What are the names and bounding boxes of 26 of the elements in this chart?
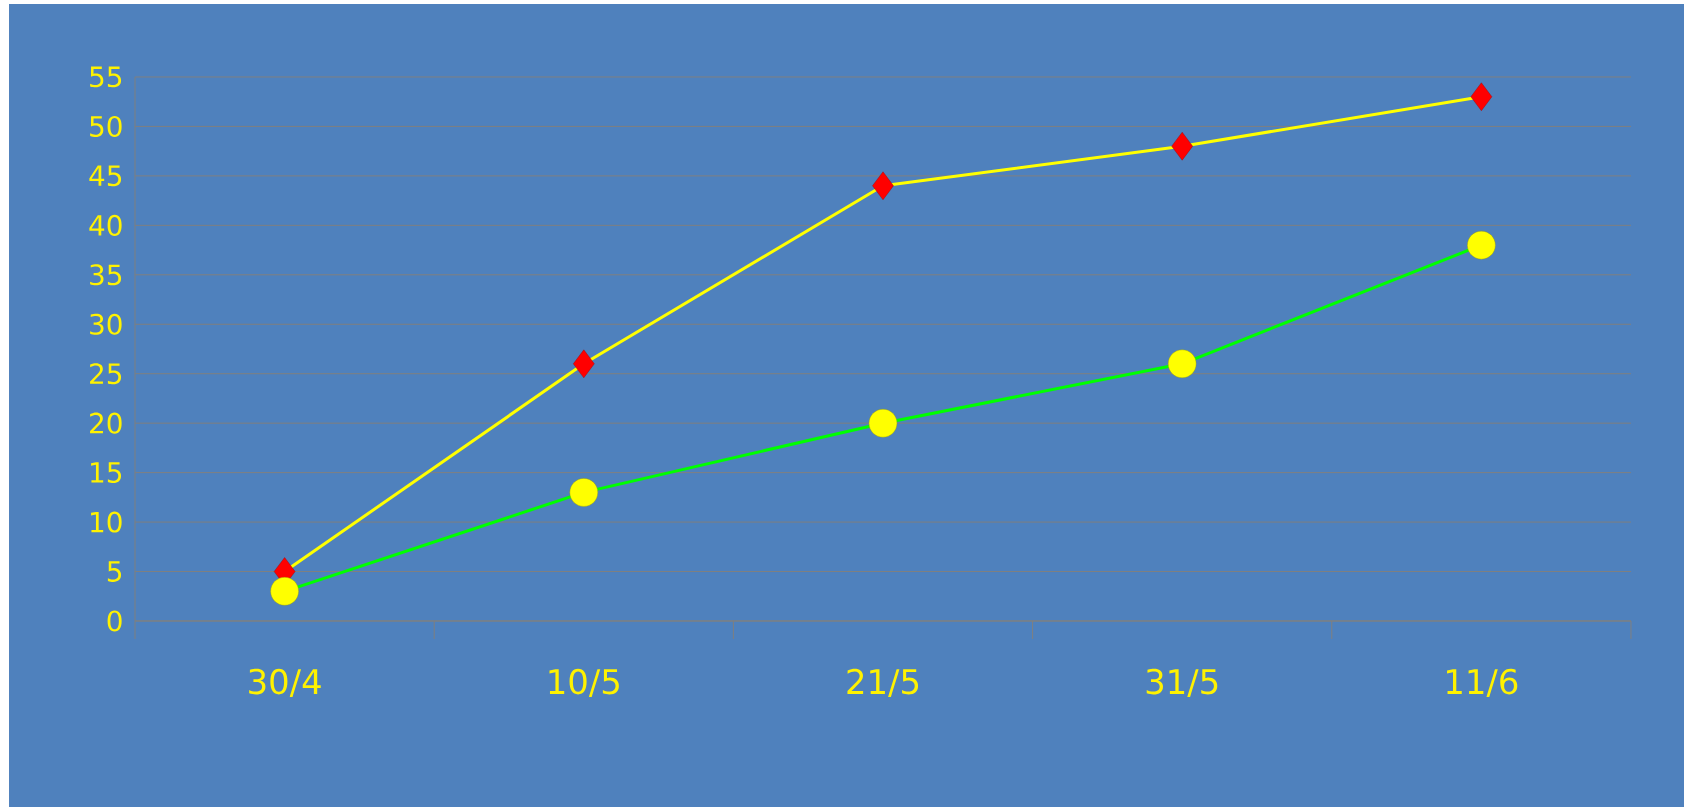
x-tick-label: 10/5 <box>549 668 619 698</box>
y-tick-label: 35 <box>90 264 122 286</box>
y-tick-label: 40 <box>89 214 122 236</box>
y-tick-label: 45 <box>89 165 122 187</box>
y-tick-label: 20 <box>90 412 122 434</box>
point <box>868 408 898 438</box>
point <box>573 349 595 379</box>
point <box>1470 82 1493 111</box>
x-tick-label: 11/6 <box>1447 668 1518 698</box>
point <box>1167 349 1197 379</box>
point <box>569 478 598 507</box>
point <box>1171 132 1193 161</box>
point <box>872 171 894 200</box>
y-tick-label: 50 <box>90 115 122 137</box>
y-tick-label: 25 <box>90 363 122 385</box>
x-tick-label: 30/4 <box>249 668 321 698</box>
y-tick-label: 10 <box>91 511 122 533</box>
y-tick-label: 30 <box>90 313 122 335</box>
x-tick-label: 31/5 <box>1146 668 1218 698</box>
x-tick-label: 21/5 <box>847 668 919 698</box>
y-tick-label: 0 <box>107 610 122 632</box>
point <box>270 577 299 606</box>
y-tick-label: 55 <box>90 66 122 88</box>
y-tick-label: 15 <box>91 462 122 483</box>
point <box>1467 230 1496 260</box>
y-tick-label: 5 <box>107 561 122 582</box>
